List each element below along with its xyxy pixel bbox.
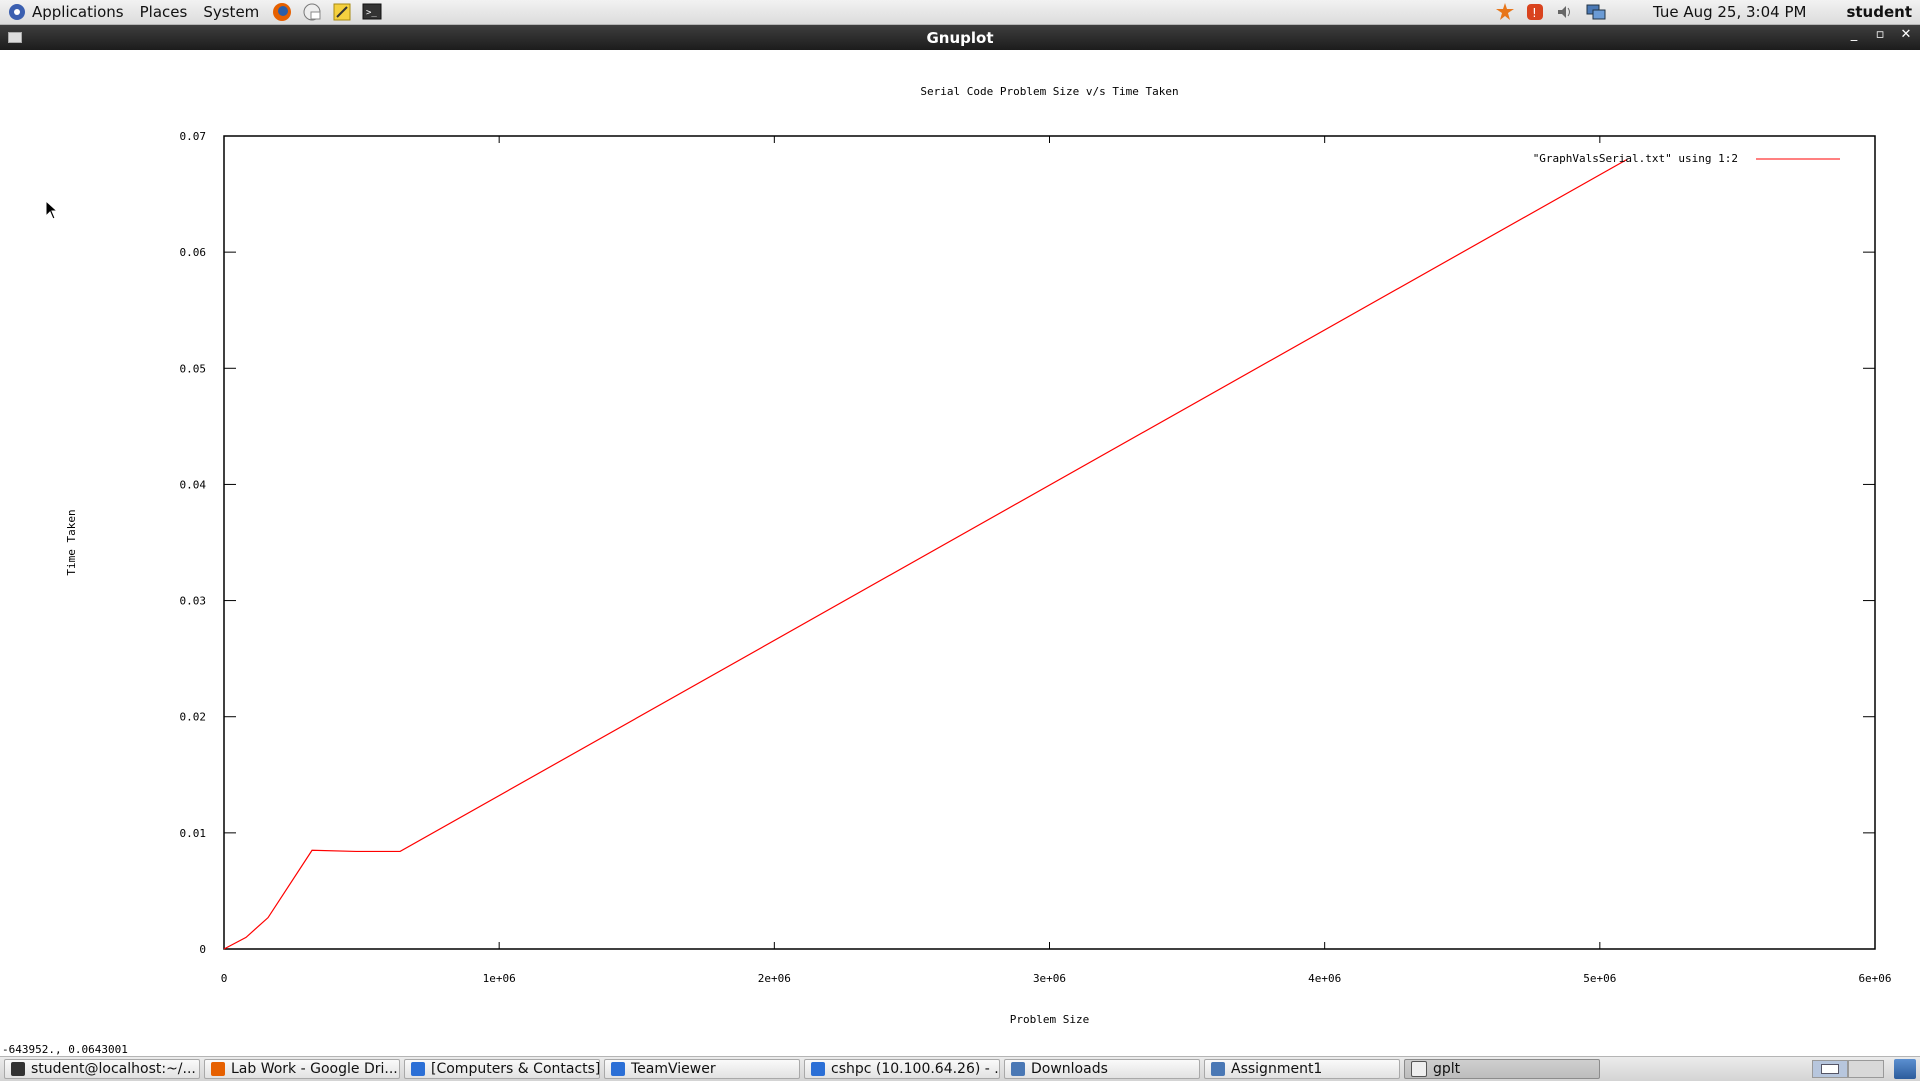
x-tick-label: 0 [221,972,228,985]
taskbar-button[interactable]: [Computers & Contacts] [404,1059,600,1079]
y-tick-label: 0.02 [180,711,207,724]
volume-icon[interactable] [1555,2,1575,22]
x-tick-label: 3e+06 [1033,972,1066,985]
x-tick-label: 2e+06 [758,972,791,985]
folder-icon [1211,1062,1225,1076]
user-menu[interactable]: student [1846,3,1912,21]
y-axis: 0 0.01 0.02 0.03 0.04 0.05 0.06 0.07 [180,130,1875,956]
taskbar-button-label: [Computers & Contacts] [431,1061,600,1077]
applications-menu[interactable]: Applications [0,3,132,21]
window-title: Gnuplot [926,28,994,47]
y-tick-label: 0.01 [180,827,207,840]
taskbar-button-label: Downloads [1031,1061,1108,1077]
system-menu[interactable]: System [195,3,267,21]
taskbar-button[interactable]: Lab Work - Google Dri... [204,1059,400,1079]
taskbar-button-label: student@localhost:~/... [31,1061,196,1077]
y-tick-label: 0.07 [180,130,207,143]
firefox-launcher[interactable] [271,1,293,23]
terminal-icon: >_ [362,3,382,20]
teamviewer-icon [811,1062,825,1076]
taskbar-button[interactable]: gplt [1404,1059,1600,1079]
line-chart: Serial Code Problem Size v/s Time Taken … [65,85,1892,1026]
places-menu[interactable]: Places [132,3,196,21]
notes-launcher[interactable] [331,1,353,23]
window-icon [1411,1061,1427,1077]
workspace-1[interactable] [1812,1060,1848,1078]
network-icon[interactable] [1585,2,1607,22]
mail-icon [303,3,321,21]
x-tick-label: 6e+06 [1858,972,1891,985]
gnome-foot-icon [9,4,25,20]
svg-text:>_: >_ [366,8,377,18]
terminal-launcher[interactable]: >_ [361,1,383,23]
legend-entry-label: "GraphValsSerial.txt" using 1:2 [1533,152,1738,165]
maximize-button[interactable]: ▫ [1875,27,1885,42]
applications-menu-label: Applications [32,3,124,21]
workspace-switcher [1812,1059,1920,1079]
firefox-icon [211,1062,225,1076]
update-notifier-icon[interactable] [1495,2,1515,22]
taskbar-button-label: TeamViewer [631,1061,716,1077]
places-menu-label: Places [139,3,188,21]
taskbar-button[interactable]: Assignment1 [1204,1059,1400,1079]
taskbar-button-label: Assignment1 [1231,1061,1323,1077]
workspace-2[interactable] [1848,1060,1884,1078]
window-titlebar[interactable]: Gnuplot _ ▫ ✕ [0,25,1920,50]
alert-icon[interactable]: ! [1525,2,1545,22]
system-menu-label: System [203,3,260,21]
x-axis-label: Problem Size [1010,1013,1089,1026]
close-button[interactable]: ✕ [1900,27,1912,42]
terminal-icon [11,1062,25,1076]
y-axis-label: Time Taken [65,509,78,575]
minimize-button[interactable]: _ [1850,27,1858,42]
x-axis: 0 1e+06 2e+06 3e+06 4e+06 5e+06 6e+06 [221,136,1892,985]
notes-icon [333,3,351,21]
coordinate-readout: -643952., 0.0643001 [2,1043,128,1056]
mail-launcher[interactable] [301,1,323,23]
x-tick-label: 4e+06 [1308,972,1341,985]
plot-frame [223,135,1876,950]
taskbar-button-label: cshpc (10.100.64.26) - ... [831,1061,1000,1077]
series-group [223,158,1628,950]
folder-icon [1011,1062,1025,1076]
firefox-icon [273,3,292,21]
gnuplot-canvas[interactable]: Serial Code Problem Size v/s Time Taken … [0,51,1920,1047]
legend: "GraphValsSerial.txt" using 1:2 [1533,152,1840,165]
y-tick-label: 0.05 [180,362,207,375]
y-tick-label: 0.03 [180,595,207,608]
y-tick-label: 0.06 [180,246,207,259]
y-tick-label: 0 [199,943,206,956]
main-menu: Applications Places System [0,0,267,24]
show-desktop-button[interactable] [1894,1059,1916,1079]
x-tick-label: 1e+06 [483,972,516,985]
teamviewer-icon [611,1062,625,1076]
taskbar-button[interactable]: cshpc (10.100.64.26) - ... [804,1059,1000,1079]
window-menu-icon[interactable] [8,32,22,43]
bottom-taskbar: student@localhost:~/... Lab Work - Google… [0,1056,1920,1081]
taskbar-button-label: gplt [1433,1061,1461,1077]
system-tray: ! Tue Aug 25, 3:04 PM student [1495,2,1920,22]
window-list: student@localhost:~/... Lab Work - Google… [0,1059,1600,1079]
window-controls: _ ▫ ✕ [1846,27,1914,42]
mouse-cursor-icon [45,200,59,220]
series-line [223,158,1628,950]
taskbar-button[interactable]: TeamViewer [604,1059,800,1079]
chart-title: Serial Code Problem Size v/s Time Taken [920,85,1178,98]
svg-text:!: ! [1532,6,1537,20]
taskbar-button[interactable]: student@localhost:~/... [4,1059,200,1079]
teamviewer-icon [411,1062,425,1076]
top-panel: Applications Places System >_ ! Tue Aug … [0,0,1920,25]
clock[interactable]: Tue Aug 25, 3:04 PM [1652,3,1807,21]
taskbar-button[interactable]: Downloads [1004,1059,1200,1079]
x-tick-label: 5e+06 [1583,972,1616,985]
taskbar-button-label: Lab Work - Google Dri... [231,1061,398,1077]
y-tick-label: 0.04 [180,478,207,491]
